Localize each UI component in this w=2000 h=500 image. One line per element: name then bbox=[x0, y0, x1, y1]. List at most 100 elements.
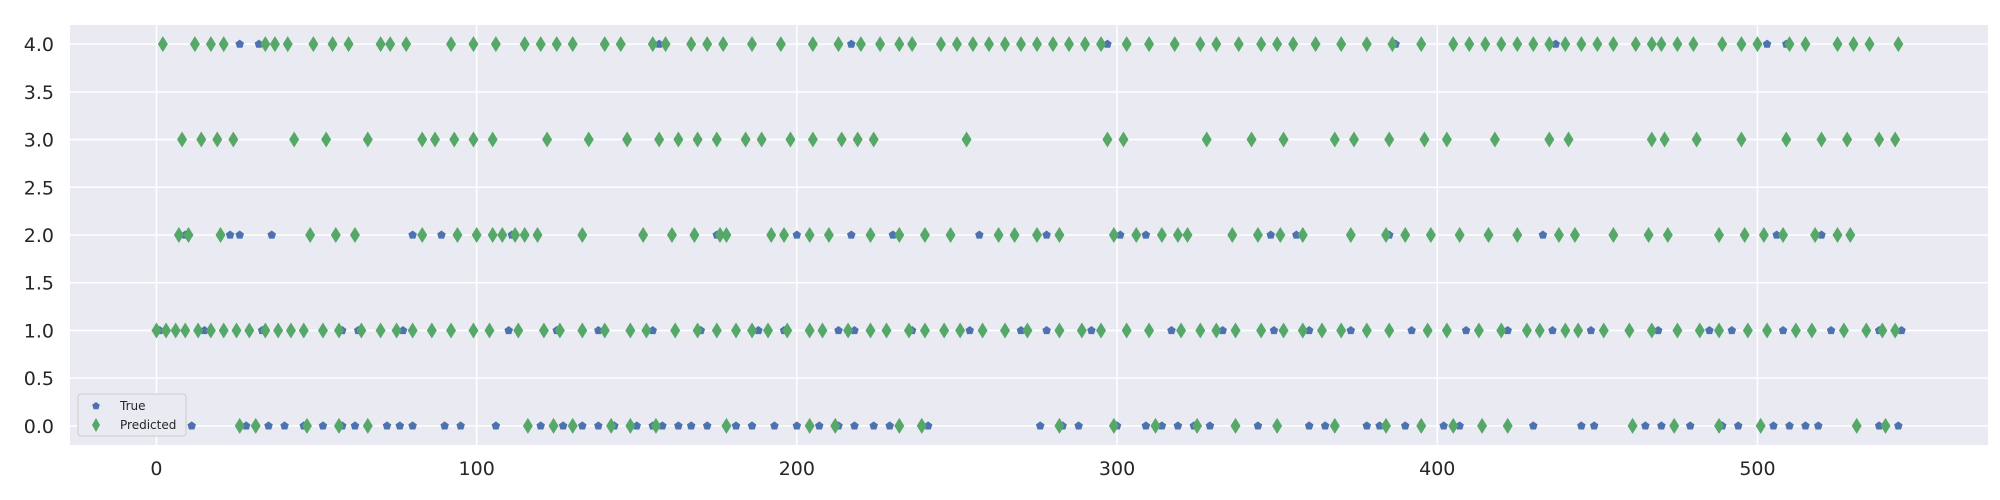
predicted-point bbox=[1182, 227, 1193, 243]
predicted-point bbox=[446, 322, 457, 339]
predicted-point bbox=[1838, 322, 1849, 339]
true-point bbox=[1167, 326, 1176, 335]
predicted-point bbox=[1169, 36, 1180, 53]
predicted-point bbox=[919, 227, 930, 243]
predicted-point bbox=[1781, 131, 1792, 148]
predicted-point bbox=[1192, 417, 1203, 434]
predicted-point bbox=[599, 322, 610, 339]
predicted-point bbox=[468, 322, 479, 339]
true-point bbox=[648, 326, 657, 335]
true-point bbox=[815, 421, 824, 430]
predicted-point bbox=[1473, 322, 1484, 339]
true-point bbox=[965, 326, 974, 335]
true-point bbox=[885, 421, 894, 430]
predicted-point bbox=[894, 36, 905, 53]
predicted-point bbox=[993, 227, 1004, 243]
predicted-point bbox=[711, 322, 722, 339]
predicted-point bbox=[1816, 131, 1827, 148]
predicted-point bbox=[647, 36, 658, 53]
true-point bbox=[1785, 421, 1794, 430]
true-point bbox=[594, 326, 603, 335]
predicted-point bbox=[1544, 131, 1555, 148]
true-point bbox=[536, 421, 545, 430]
predicted-point bbox=[157, 36, 168, 53]
x-tick-label: 300 bbox=[1099, 458, 1135, 480]
true-point bbox=[350, 421, 360, 430]
predicted-point bbox=[1009, 227, 1020, 243]
predicted-point bbox=[1195, 322, 1206, 339]
true-point bbox=[1529, 421, 1538, 430]
true-point bbox=[1205, 421, 1215, 430]
predicted-point bbox=[1121, 36, 1132, 53]
true-point bbox=[1874, 421, 1884, 430]
true-point bbox=[440, 421, 449, 430]
predicted-point bbox=[161, 322, 172, 339]
predicted-point bbox=[625, 417, 636, 434]
predicted-point bbox=[1297, 322, 1308, 339]
predicted-point bbox=[538, 322, 549, 339]
predicted-point bbox=[641, 322, 652, 339]
predicted-point bbox=[308, 36, 319, 53]
true-point bbox=[1304, 326, 1314, 335]
predicted-point bbox=[894, 227, 905, 243]
predicted-point bbox=[1048, 36, 1059, 53]
predicted-point bbox=[301, 417, 312, 434]
true-point bbox=[1401, 421, 1410, 430]
true-point bbox=[1801, 421, 1810, 430]
predicted-point bbox=[650, 417, 661, 434]
true-point bbox=[770, 421, 779, 430]
predicted-point bbox=[417, 227, 428, 243]
predicted-point bbox=[282, 36, 293, 53]
predicted-point bbox=[333, 417, 344, 434]
predicted-point bbox=[1102, 131, 1113, 148]
predicted-point bbox=[510, 227, 521, 243]
predicted-point bbox=[1336, 36, 1347, 53]
predicted-point bbox=[1739, 227, 1750, 243]
predicted-point bbox=[196, 131, 207, 148]
predicted-point bbox=[446, 36, 457, 53]
predicted-point bbox=[718, 36, 729, 53]
predicted-point bbox=[779, 227, 790, 243]
predicted-point bbox=[1080, 36, 1091, 53]
true-point bbox=[594, 421, 603, 430]
predicted-point bbox=[1646, 131, 1657, 148]
predicted-point bbox=[1752, 36, 1763, 53]
predicted-point bbox=[183, 227, 194, 243]
predicted-point bbox=[999, 36, 1010, 53]
predicted-point bbox=[244, 322, 255, 339]
predicted-point bbox=[1480, 36, 1491, 53]
predicted-point bbox=[1563, 131, 1574, 148]
predicted-point bbox=[1144, 36, 1155, 53]
predicted-point bbox=[1054, 322, 1065, 339]
predicted-point bbox=[1454, 227, 1465, 243]
true-point bbox=[975, 230, 984, 239]
predicted-point bbox=[1672, 36, 1683, 53]
predicted-point bbox=[1553, 227, 1564, 243]
predicted-point bbox=[1064, 36, 1075, 53]
true-point bbox=[382, 421, 392, 430]
predicted-point bbox=[721, 417, 732, 434]
predicted-point bbox=[548, 417, 559, 434]
true-point bbox=[1439, 421, 1448, 430]
true-point bbox=[1538, 230, 1548, 239]
y-tick-label: 4.0 bbox=[24, 34, 54, 56]
predicted-point bbox=[1425, 227, 1436, 243]
predicted-point bbox=[622, 131, 633, 148]
predicted-point bbox=[1118, 131, 1129, 148]
predicted-point bbox=[231, 322, 242, 339]
predicted-point bbox=[1278, 131, 1289, 148]
predicted-point bbox=[1477, 417, 1488, 434]
predicted-point bbox=[1336, 322, 1347, 339]
predicted-point bbox=[1512, 227, 1523, 243]
predicted-point bbox=[1156, 227, 1167, 243]
predicted-point bbox=[1441, 322, 1452, 339]
true-point bbox=[1116, 230, 1125, 239]
predicted-point bbox=[875, 36, 886, 53]
true-point bbox=[1772, 230, 1781, 239]
predicted-point bbox=[865, 322, 876, 339]
predicted-point bbox=[715, 227, 726, 243]
true-point bbox=[658, 421, 667, 430]
predicted-point bbox=[1630, 36, 1641, 53]
predicted-point bbox=[1361, 36, 1372, 53]
predicted-point bbox=[1230, 417, 1241, 434]
